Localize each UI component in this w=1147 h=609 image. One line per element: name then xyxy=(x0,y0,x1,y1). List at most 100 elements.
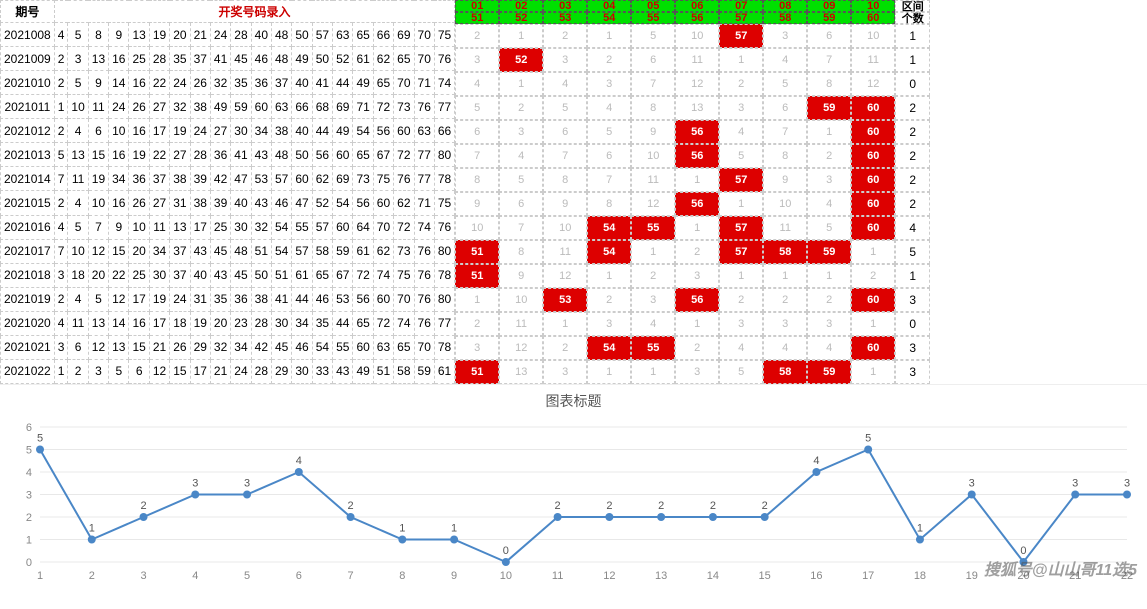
number-cell: 43 xyxy=(251,143,271,167)
number-cell: 2 xyxy=(68,359,88,383)
svg-text:1: 1 xyxy=(451,523,457,535)
number-cell: 21 xyxy=(190,23,210,47)
count-cell: 1 xyxy=(895,264,930,288)
miss-cell: 2 xyxy=(851,264,895,288)
number-cell: 28 xyxy=(190,143,210,167)
count-cell: 4 xyxy=(895,216,930,240)
miss-cell: 12 xyxy=(543,264,587,288)
number-cell: 13 xyxy=(170,215,190,239)
miss-cell: 3 xyxy=(587,72,631,96)
range-header: 08 xyxy=(763,0,807,12)
number-cell: 66 xyxy=(373,23,393,47)
miss-cell: 3 xyxy=(675,264,719,288)
table-row: 2021011110112426273238495960636668697172… xyxy=(1,95,455,119)
number-cell: 57 xyxy=(312,23,332,47)
number-cell: 6 xyxy=(68,335,88,359)
number-cell: 19 xyxy=(88,167,108,191)
number-cell: 70 xyxy=(414,335,434,359)
hit-cell: 57 xyxy=(719,240,763,264)
svg-text:3: 3 xyxy=(192,478,198,490)
number-cell: 28 xyxy=(149,47,169,71)
svg-text:1: 1 xyxy=(399,523,405,535)
number-cell: 28 xyxy=(231,23,251,47)
number-cell: 46 xyxy=(272,191,292,215)
number-cell: 30 xyxy=(231,119,251,143)
miss-cell: 1 xyxy=(719,264,763,288)
svg-text:4: 4 xyxy=(296,455,302,467)
svg-text:3: 3 xyxy=(1072,478,1078,490)
number-cell: 11 xyxy=(68,167,88,191)
number-cell: 50 xyxy=(292,23,312,47)
number-cell: 19 xyxy=(149,287,169,311)
number-cell: 69 xyxy=(333,95,353,119)
svg-text:19: 19 xyxy=(966,570,978,582)
number-cell: 30 xyxy=(272,311,292,335)
table-row: 2021008458913192021242840485057636566697… xyxy=(1,23,455,47)
number-cell: 25 xyxy=(210,215,230,239)
miss-cell: 2 xyxy=(499,96,543,120)
miss-cell: 5 xyxy=(587,120,631,144)
number-cell: 67 xyxy=(373,143,393,167)
number-cell: 2 xyxy=(54,119,68,143)
number-cell: 6 xyxy=(129,359,149,383)
hit-cell: 51 xyxy=(455,264,499,288)
number-cell: 70 xyxy=(414,47,434,71)
number-cell: 76 xyxy=(414,239,434,263)
number-cell: 4 xyxy=(54,311,68,335)
miss-cell: 7 xyxy=(807,48,851,72)
range-header: 07 xyxy=(719,0,763,12)
miss-cell: 9 xyxy=(543,192,587,216)
miss-cell: 3 xyxy=(587,312,631,336)
miss-cell: 9 xyxy=(455,192,499,216)
number-cell: 15 xyxy=(170,359,190,383)
svg-text:2: 2 xyxy=(348,500,354,512)
number-cell: 5 xyxy=(68,71,88,95)
number-cell: 29 xyxy=(272,359,292,383)
table-title: 开奖号码录入 xyxy=(54,1,455,23)
number-cell: 19 xyxy=(170,119,190,143)
number-cell: 53 xyxy=(333,287,353,311)
number-cell: 35 xyxy=(170,47,190,71)
miss-cell: 5 xyxy=(543,96,587,120)
number-cell: 60 xyxy=(292,167,312,191)
miss-cell: 1 xyxy=(587,360,631,384)
number-cell: 7 xyxy=(54,239,68,263)
miss-cell: 1 xyxy=(851,360,895,384)
count-cell: 5 xyxy=(895,240,930,264)
number-cell: 22 xyxy=(109,263,129,287)
number-cell: 27 xyxy=(170,143,190,167)
count-cell: 2 xyxy=(895,192,930,216)
count-cell: 2 xyxy=(895,96,930,120)
miss-cell: 2 xyxy=(807,144,851,168)
miss-cell: 1 xyxy=(455,288,499,312)
number-cell: 46 xyxy=(312,287,332,311)
hit-cell: 54 xyxy=(587,216,631,240)
number-cell: 50 xyxy=(251,263,271,287)
number-cell: 61 xyxy=(434,359,454,383)
number-cell: 75 xyxy=(434,191,454,215)
number-cell: 36 xyxy=(129,167,149,191)
main-container: 期号 开奖号码录入 202100845891319202124284048505… xyxy=(0,0,1147,584)
number-cell: 49 xyxy=(333,119,353,143)
number-cell: 75 xyxy=(434,23,454,47)
number-cell: 45 xyxy=(231,47,251,71)
number-cell: 20 xyxy=(170,23,190,47)
number-cell: 3 xyxy=(68,47,88,71)
number-cell: 80 xyxy=(434,239,454,263)
number-cell: 74 xyxy=(394,311,414,335)
miss-cell: 1 xyxy=(499,72,543,96)
number-cell: 71 xyxy=(414,71,434,95)
svg-text:9: 9 xyxy=(451,570,457,582)
number-cell: 78 xyxy=(434,167,454,191)
miss-cell: 1 xyxy=(719,192,763,216)
number-cell: 46 xyxy=(292,335,312,359)
number-cell: 55 xyxy=(292,215,312,239)
miss-cell: 4 xyxy=(455,72,499,96)
number-cell: 74 xyxy=(373,263,393,287)
svg-text:7: 7 xyxy=(348,570,354,582)
number-cell: 60 xyxy=(373,191,393,215)
range-header: 04 xyxy=(587,0,631,12)
stats-row: 7476105658260 xyxy=(455,144,895,168)
number-cell: 44 xyxy=(333,71,353,95)
period-cell: 2021010 xyxy=(1,71,55,95)
